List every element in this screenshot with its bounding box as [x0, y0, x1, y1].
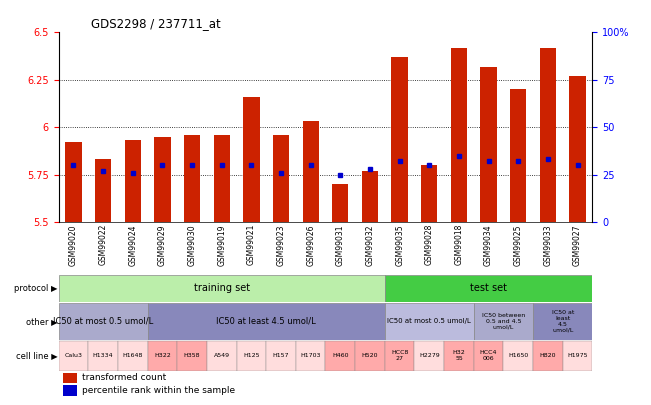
FancyBboxPatch shape: [355, 341, 385, 371]
Text: H520: H520: [362, 354, 378, 358]
Bar: [510, 89, 527, 222]
FancyBboxPatch shape: [562, 341, 592, 371]
Text: percentile rank within the sample: percentile rank within the sample: [81, 386, 234, 395]
FancyBboxPatch shape: [474, 341, 503, 371]
Text: H460: H460: [332, 354, 348, 358]
Text: GSM99024: GSM99024: [128, 224, 137, 266]
Text: cell line ▶: cell line ▶: [16, 352, 58, 360]
Bar: [214, 135, 230, 222]
Text: GSM99031: GSM99031: [336, 224, 345, 266]
Text: GSM99029: GSM99029: [158, 224, 167, 266]
Text: GSM99027: GSM99027: [573, 224, 582, 266]
Bar: [243, 97, 260, 222]
Bar: [184, 135, 201, 222]
Text: GSM99035: GSM99035: [395, 224, 404, 266]
Text: H1703: H1703: [300, 354, 321, 358]
Text: H157: H157: [273, 354, 289, 358]
Bar: [273, 135, 289, 222]
FancyBboxPatch shape: [296, 341, 326, 371]
Text: IC50 at most 0.5 umol/L: IC50 at most 0.5 umol/L: [387, 318, 471, 324]
Text: GSM99025: GSM99025: [514, 224, 523, 266]
Text: other ▶: other ▶: [26, 317, 58, 326]
Bar: [391, 57, 408, 222]
FancyBboxPatch shape: [444, 341, 474, 371]
Bar: [62, 386, 77, 396]
Bar: [95, 160, 111, 222]
Text: GSM99019: GSM99019: [217, 224, 226, 266]
Text: H2279: H2279: [419, 354, 439, 358]
Text: GSM99023: GSM99023: [277, 224, 286, 266]
FancyBboxPatch shape: [177, 341, 207, 371]
FancyBboxPatch shape: [533, 303, 592, 340]
Text: IC50 between
0.5 and 4.5
umol/L: IC50 between 0.5 and 4.5 umol/L: [482, 313, 525, 330]
FancyBboxPatch shape: [415, 341, 444, 371]
FancyBboxPatch shape: [89, 341, 118, 371]
Text: H358: H358: [184, 354, 201, 358]
Text: H1334: H1334: [92, 354, 113, 358]
Text: GSM99018: GSM99018: [454, 224, 464, 265]
Text: IC50 at most 0.5 umol/L: IC50 at most 0.5 umol/L: [53, 317, 153, 326]
FancyBboxPatch shape: [148, 341, 177, 371]
FancyBboxPatch shape: [326, 341, 355, 371]
Bar: [332, 184, 348, 222]
Bar: [124, 141, 141, 222]
Bar: [450, 47, 467, 222]
Text: H1650: H1650: [508, 354, 529, 358]
FancyBboxPatch shape: [59, 275, 385, 302]
Text: protocol ▶: protocol ▶: [14, 284, 58, 293]
Text: GSM99028: GSM99028: [425, 224, 434, 265]
Text: Calu3: Calu3: [64, 354, 83, 358]
Text: GSM99026: GSM99026: [306, 224, 315, 266]
FancyBboxPatch shape: [533, 341, 562, 371]
Bar: [62, 373, 77, 383]
Text: GSM99033: GSM99033: [544, 224, 553, 266]
Bar: [480, 66, 497, 222]
Text: H1975: H1975: [567, 354, 588, 358]
Text: H820: H820: [540, 354, 556, 358]
Text: IC50 at
least
4.5
umol/L: IC50 at least 4.5 umol/L: [551, 310, 574, 333]
Text: test set: test set: [470, 284, 507, 294]
Text: GSM99030: GSM99030: [187, 224, 197, 266]
FancyBboxPatch shape: [385, 303, 474, 340]
Text: GSM99034: GSM99034: [484, 224, 493, 266]
FancyBboxPatch shape: [266, 341, 296, 371]
FancyBboxPatch shape: [148, 303, 385, 340]
Text: transformed count: transformed count: [81, 373, 166, 382]
FancyBboxPatch shape: [59, 303, 148, 340]
FancyBboxPatch shape: [236, 341, 266, 371]
Bar: [154, 136, 171, 222]
FancyBboxPatch shape: [59, 341, 89, 371]
FancyBboxPatch shape: [385, 275, 592, 302]
Text: GSM99022: GSM99022: [98, 224, 107, 265]
Text: GSM99032: GSM99032: [365, 224, 374, 266]
Bar: [65, 142, 81, 222]
Bar: [362, 171, 378, 222]
Bar: [303, 122, 319, 222]
FancyBboxPatch shape: [474, 303, 533, 340]
Text: GSM99020: GSM99020: [69, 224, 78, 266]
Text: H1648: H1648: [122, 354, 143, 358]
Bar: [570, 76, 586, 222]
FancyBboxPatch shape: [385, 341, 415, 371]
Bar: [421, 165, 437, 222]
FancyBboxPatch shape: [503, 341, 533, 371]
Text: training set: training set: [193, 284, 250, 294]
Text: H32
55: H32 55: [452, 350, 465, 361]
Bar: [540, 47, 556, 222]
FancyBboxPatch shape: [207, 341, 236, 371]
Text: HCC4
006: HCC4 006: [480, 350, 497, 361]
Text: GDS2298 / 237711_at: GDS2298 / 237711_at: [91, 17, 221, 30]
Text: GSM99021: GSM99021: [247, 224, 256, 265]
Text: IC50 at least 4.5 umol/L: IC50 at least 4.5 umol/L: [216, 317, 316, 326]
Text: HCC8
27: HCC8 27: [391, 350, 408, 361]
FancyBboxPatch shape: [118, 341, 148, 371]
Text: H125: H125: [243, 354, 260, 358]
Text: H322: H322: [154, 354, 171, 358]
Text: A549: A549: [214, 354, 230, 358]
